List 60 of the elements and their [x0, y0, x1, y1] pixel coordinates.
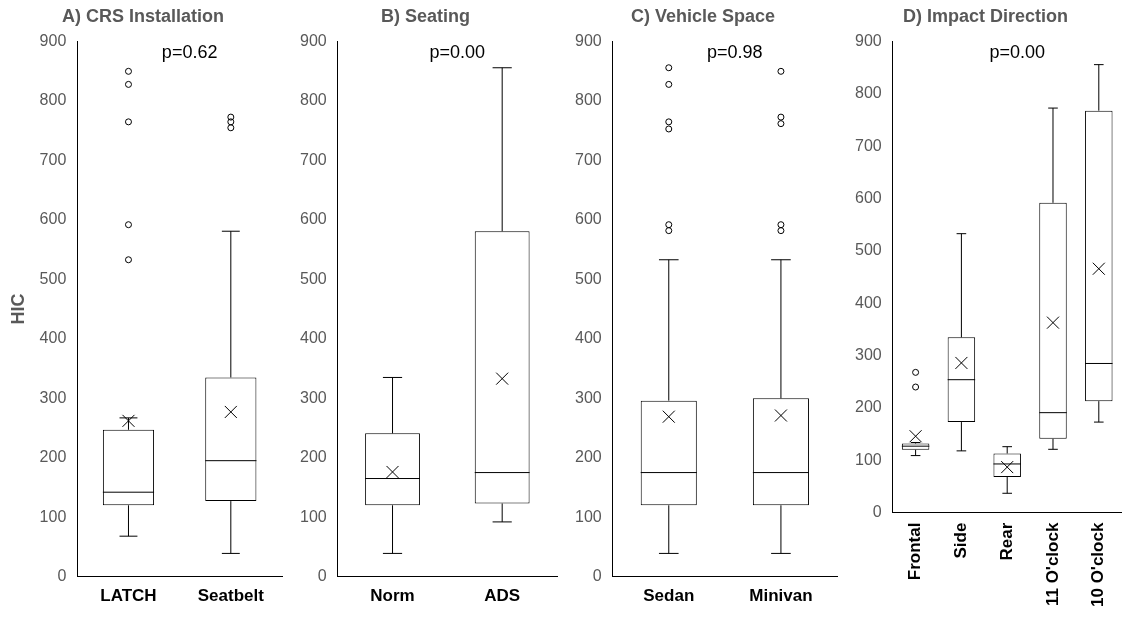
x-tick-label: Seatbelt: [197, 586, 265, 606]
y-tick-label: 0: [592, 567, 602, 585]
y-tick-label: 400: [39, 329, 67, 347]
annotation: p=0.00: [989, 41, 1045, 62]
y-tick-label: 800: [854, 84, 882, 102]
y-tick-label: 400: [574, 329, 602, 347]
y-tick-label: 700: [39, 150, 67, 168]
y-tick-label: 500: [299, 269, 327, 287]
y-tick-label: 800: [574, 91, 602, 109]
y-tick-label: 600: [299, 210, 327, 228]
x-tick-label: 10 O'clock: [1088, 522, 1108, 608]
y-tick-label: 500: [854, 241, 882, 259]
chart-title: B) Seating: [380, 5, 471, 26]
y-tick-label: 0: [57, 567, 67, 585]
x-tick-label: ADS: [484, 586, 521, 606]
y-tick-label: 0: [872, 503, 882, 521]
y-tick-label: 400: [854, 293, 882, 311]
x-tick-label: Frontal: [905, 522, 925, 581]
y-tick-label: 900: [299, 32, 327, 50]
annotation: p=0.62: [161, 41, 218, 62]
y-tick-label: 200: [854, 398, 882, 416]
y-tick-label: 600: [854, 189, 882, 207]
y-tick-label: 100: [574, 507, 602, 525]
y-tick-label: 600: [39, 210, 67, 228]
y-tick-label: 900: [39, 32, 67, 50]
annotation: p=0.00: [429, 41, 486, 62]
chart-title: A) CRS Installation: [61, 5, 225, 26]
x-tick-label: LATCH: [100, 586, 157, 606]
x-tick-label: Minivan: [749, 586, 813, 606]
y-tick-label: 900: [854, 32, 882, 50]
y-tick-label: 100: [39, 507, 67, 525]
chart-title: D) Impact Direction: [902, 5, 1069, 26]
y-tick-label: 700: [854, 136, 882, 154]
y-tick-label: 300: [574, 388, 602, 406]
y-tick-label: 600: [574, 210, 602, 228]
y-tick-label: 500: [39, 269, 67, 287]
x-tick-label: Rear: [996, 522, 1016, 561]
y-tick-label: 200: [39, 448, 67, 466]
x-tick-label: 11 O'clock: [1042, 522, 1062, 607]
y-tick-label: 100: [299, 507, 327, 525]
x-tick-label: Norm: [370, 586, 415, 606]
y-tick-label: 300: [854, 346, 882, 364]
y-tick-label: 200: [574, 448, 602, 466]
y-tick-label: 800: [39, 91, 67, 109]
y-axis-title: HIC: [7, 293, 28, 325]
y-tick-label: 0: [317, 567, 327, 585]
y-tick-label: 200: [299, 448, 327, 466]
annotation: p=0.98: [707, 41, 763, 62]
chart-title: C) Vehicle Space: [630, 5, 776, 26]
y-tick-label: 900: [574, 32, 602, 50]
y-tick-label: 400: [299, 329, 327, 347]
y-tick-label: 700: [574, 150, 602, 168]
y-tick-label: 700: [299, 150, 327, 168]
y-tick-label: 800: [299, 91, 327, 109]
x-tick-label: Side: [951, 522, 971, 559]
y-tick-label: 300: [39, 388, 67, 406]
y-tick-label: 300: [299, 388, 327, 406]
y-tick-label: 100: [854, 450, 882, 468]
x-tick-label: Sedan: [643, 586, 695, 606]
y-tick-label: 500: [574, 269, 602, 287]
